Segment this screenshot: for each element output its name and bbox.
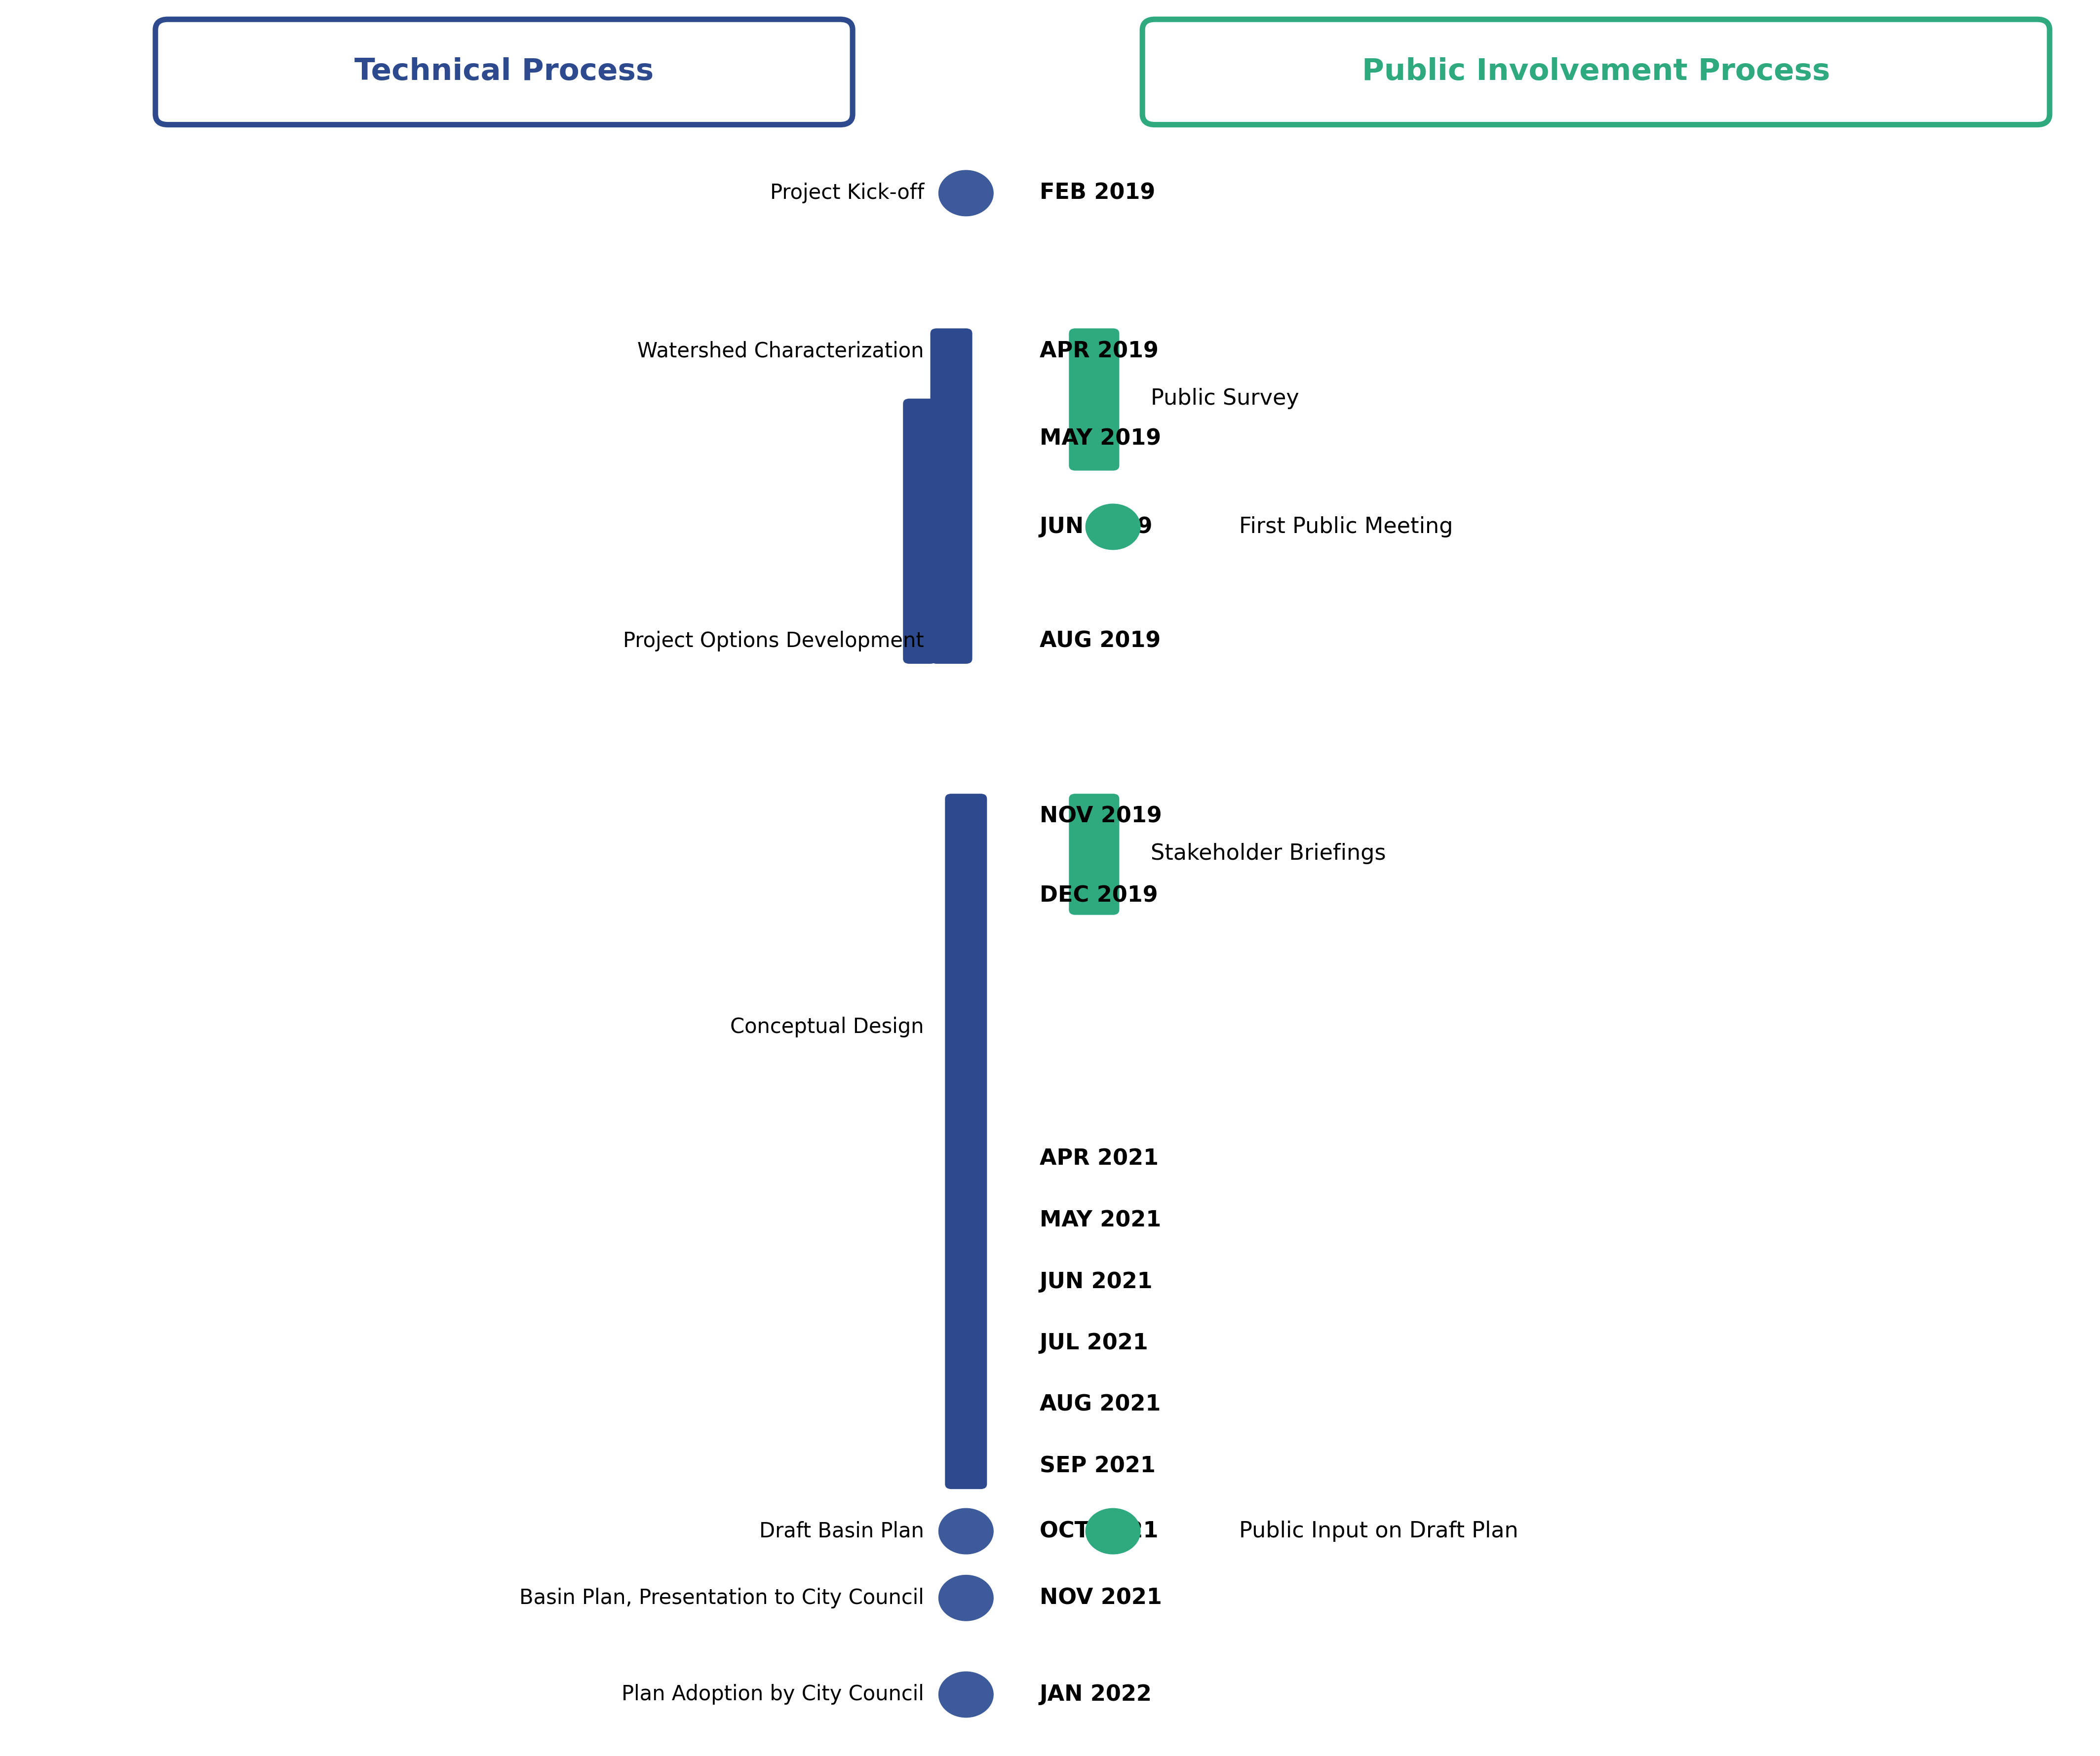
Text: DEC 2019: DEC 2019 xyxy=(1040,885,1157,906)
Circle shape xyxy=(939,1575,993,1621)
Text: Watershed Characterization: Watershed Characterization xyxy=(638,341,924,362)
FancyBboxPatch shape xyxy=(930,328,972,664)
Text: Plan Adoption by City Council: Plan Adoption by City Council xyxy=(622,1684,924,1705)
Text: Conceptual Design: Conceptual Design xyxy=(731,1017,924,1038)
Circle shape xyxy=(939,1672,993,1717)
Text: OCT 2021: OCT 2021 xyxy=(1040,1521,1159,1542)
Text: AUG 2019: AUG 2019 xyxy=(1040,630,1161,651)
Text: AUG 2021: AUG 2021 xyxy=(1040,1394,1161,1415)
Text: NOV 2021: NOV 2021 xyxy=(1040,1587,1161,1608)
Text: Basin Plan, Presentation to City Council: Basin Plan, Presentation to City Council xyxy=(519,1587,924,1608)
Text: Public Input on Draft Plan: Public Input on Draft Plan xyxy=(1239,1521,1518,1542)
Text: Public Survey: Public Survey xyxy=(1151,388,1300,409)
Text: JUL 2021: JUL 2021 xyxy=(1040,1333,1149,1354)
Text: FEB 2019: FEB 2019 xyxy=(1040,183,1155,204)
Text: JUN 2021: JUN 2021 xyxy=(1040,1271,1153,1292)
Text: APR 2019: APR 2019 xyxy=(1040,341,1159,362)
Text: APR 2021: APR 2021 xyxy=(1040,1148,1159,1169)
Circle shape xyxy=(939,170,993,216)
Text: Public Involvement Process: Public Involvement Process xyxy=(1363,58,1829,86)
Circle shape xyxy=(939,1508,993,1554)
Text: Project Options Development: Project Options Development xyxy=(624,630,924,651)
Text: JUN 2019: JUN 2019 xyxy=(1040,516,1153,537)
Text: First Public Meeting: First Public Meeting xyxy=(1239,516,1453,537)
Text: Project Kick-off: Project Kick-off xyxy=(771,183,924,204)
FancyBboxPatch shape xyxy=(945,794,987,1489)
FancyBboxPatch shape xyxy=(1069,328,1119,471)
Text: Stakeholder Briefings: Stakeholder Briefings xyxy=(1151,843,1386,864)
Text: JAN 2022: JAN 2022 xyxy=(1040,1684,1153,1705)
Text: Draft Basin Plan: Draft Basin Plan xyxy=(760,1521,924,1542)
Text: MAY 2021: MAY 2021 xyxy=(1040,1210,1161,1231)
Circle shape xyxy=(1086,1508,1140,1554)
Text: MAY 2019: MAY 2019 xyxy=(1040,428,1161,450)
Text: NOV 2019: NOV 2019 xyxy=(1040,806,1161,827)
FancyBboxPatch shape xyxy=(1142,19,2050,125)
FancyBboxPatch shape xyxy=(1069,794,1119,915)
Text: Technical Process: Technical Process xyxy=(355,58,653,86)
FancyBboxPatch shape xyxy=(155,19,853,125)
FancyBboxPatch shape xyxy=(903,399,937,664)
Text: SEP 2021: SEP 2021 xyxy=(1040,1456,1155,1477)
Circle shape xyxy=(1086,504,1140,550)
